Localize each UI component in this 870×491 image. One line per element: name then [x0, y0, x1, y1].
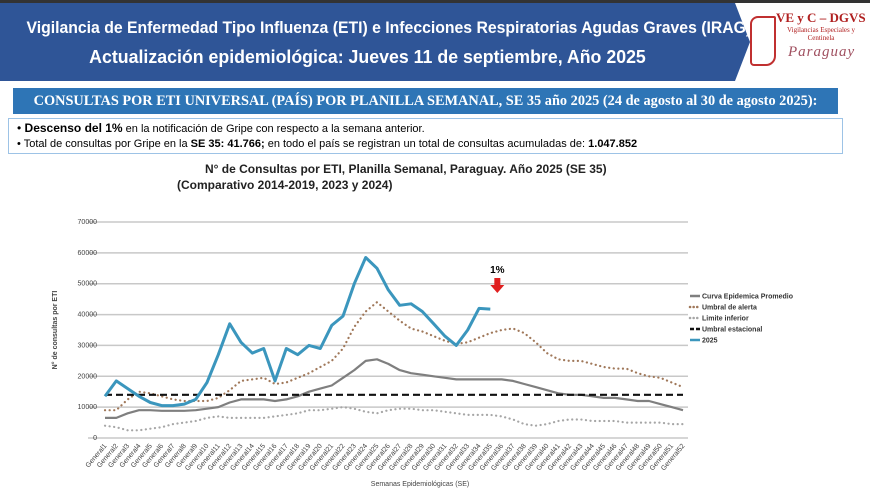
chart-title-block: N° de Consultas por ETI, Planilla Semana… — [177, 161, 607, 193]
legend-label: 2025 — [702, 338, 718, 345]
y-tick-label: 10000 — [78, 404, 98, 411]
total-text: Total de consultas por Gripe en la — [23, 138, 191, 150]
paraguay-map-icon — [750, 16, 776, 66]
series-line-2025 — [103, 256, 491, 408]
se-value: SE 35: 41.766; — [190, 138, 265, 150]
legend-label: Limite inferior — [702, 316, 749, 323]
series-line-umbral-de-alerta — [103, 301, 685, 412]
top-border — [0, 0, 870, 3]
y-tick-label: 40000 — [78, 312, 98, 319]
y-tick-label: 70000 — [78, 219, 98, 226]
chart-title: N° de Consultas por ETI, Planilla Semana… — [205, 162, 607, 176]
chart-subtitle: (Comparativo 2014-2019, 2023 y 2024) — [177, 178, 393, 192]
y-tick-label: 0 — [93, 435, 97, 442]
annotation-label: 1% — [490, 265, 505, 276]
y-tick-label: 50000 — [78, 281, 98, 288]
bullet-decrease: • Descenso del 1% en la notificación de … — [17, 121, 425, 135]
page-subtitle: Actualización epidemiológica: Jueves 11 … — [89, 47, 646, 67]
section-title: CONSULTAS POR ETI UNIVERSAL (PAÍS) POR P… — [13, 88, 838, 114]
series-line-limite-inferior — [103, 406, 685, 432]
bullet-total: • Total de consultas por Gripe en la SE … — [17, 138, 638, 150]
page-title: Vigilancia de Enfermedad Tipo Influenza … — [26, 18, 752, 37]
down-arrow-icon — [490, 278, 505, 293]
series-line-curva-epidemica-promedio — [105, 358, 684, 419]
decrease-text: en la notificación de Gripe con respecto… — [122, 123, 425, 135]
x-axis-label: Semanas Epidemiológicas (SE) — [371, 481, 469, 488]
y-tick-label: 60000 — [78, 250, 98, 257]
info-box: • Descenso del 1% en la notificación de … — [8, 118, 843, 154]
y-tick-label: 30000 — [78, 342, 98, 349]
decrease-value: Descenso del 1% — [24, 121, 123, 135]
total-text-2: en todo el país se registran un total de… — [264, 138, 589, 150]
y-tick-label: 20000 — [78, 373, 98, 380]
logo-subtitle: Vigilancias Especiales y Centinela — [786, 26, 855, 42]
header-banner: Vigilancia de Enfermedad Tipo Influenza … — [0, 3, 750, 81]
y-axis-label: N° de consultas por ETI — [51, 291, 59, 370]
accumulated-total: 1.047.852 — [588, 138, 638, 150]
logo: VE y C – DGVS Vigilancias Especiales y C… — [748, 8, 866, 80]
legend-label: Umbral de alerta — [702, 305, 757, 312]
logo-country: Paraguay — [788, 44, 856, 60]
logo-title: VE y C – DGVS — [776, 10, 866, 25]
legend-label: Curva Epidemica Promedio — [702, 294, 793, 301]
legend-label: Umbral estacional — [702, 327, 762, 334]
